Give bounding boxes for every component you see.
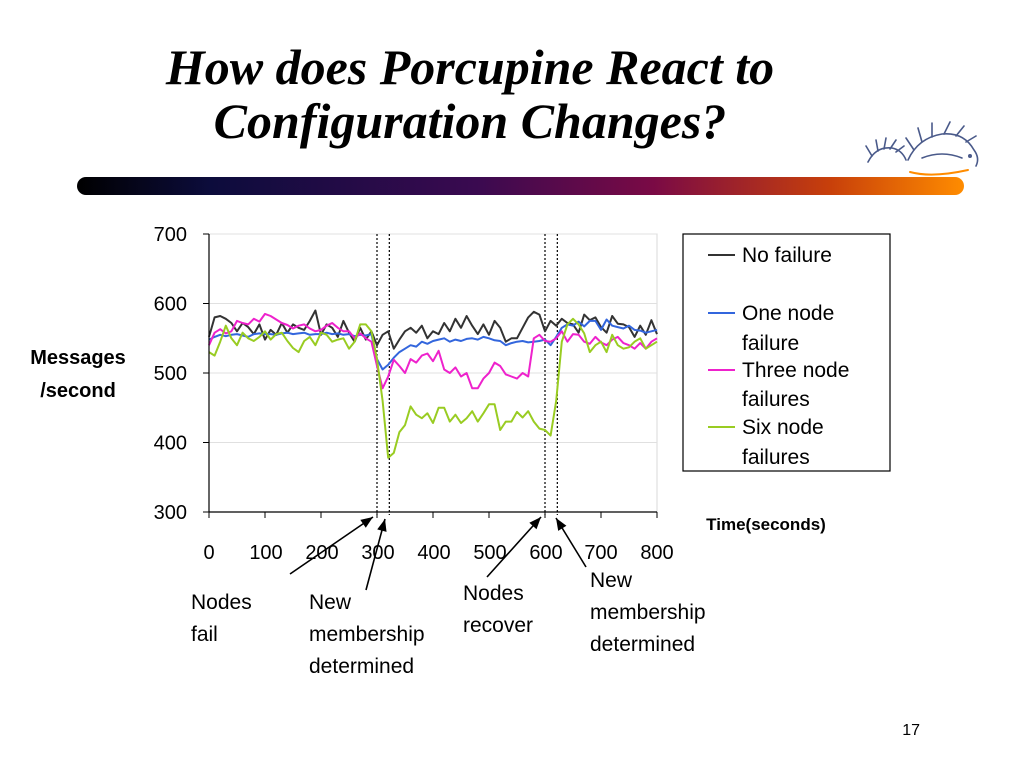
series-line-1 [208,309,658,350]
x-axis-label: Time(seconds) [706,515,826,534]
x-tick-label: 0 [203,542,214,564]
annotation-arrow-2 [365,518,386,591]
annotation-nodes-fail: Nodes fail [191,591,252,646]
y-tick-label: 400 [154,433,187,455]
annotation-new-membership-1: New membership determined [309,591,425,678]
legend-label-1: No failure [742,244,832,267]
x-tick-label: 100 [249,542,282,564]
annotation-nodes-recover: Nodes recover [463,582,534,637]
legend-box [682,233,891,472]
title-divider-bar [77,177,964,195]
annotation-arrowhead-1 [360,517,373,528]
legend-label-3: Three node [742,359,849,382]
y-tick-label: 500 [154,363,187,385]
chart-grid [208,233,658,513]
page-number: 17 [902,722,920,739]
annotation-arrows [289,516,587,591]
slide-title-line-2: Configuration Changes? [213,93,727,149]
y-axis-label-line-1: Messages [30,347,126,369]
x-tick-label: 300 [361,542,394,564]
series-line-4 [208,317,658,459]
annotation-arrowhead-2 [377,519,387,532]
y-axis-label-line-2: /second [40,380,116,402]
annotation-arrowhead-4 [556,518,567,531]
annotation-arrow-1 [289,516,374,575]
legend-label-4: Six node [742,416,824,439]
porcupine-logo-icon [865,121,979,176]
series-line-3 [208,312,658,390]
x-tick-label: 500 [473,542,506,564]
chart-series [208,309,658,459]
y-tick-label: 600 [154,294,187,316]
legend-label-2: failure [742,332,799,355]
annotation-arrowhead-3 [529,517,541,530]
y-tick-label: 300 [154,502,187,524]
x-tick-label: 400 [417,542,450,564]
series-line-2 [208,318,658,371]
x-tick-label: 600 [529,542,562,564]
x-tick-label: 700 [584,542,617,564]
annotation-arrow-3 [486,516,542,578]
legend-label-4: failures [742,446,810,469]
legend-label-3: failures [742,388,810,411]
chart-legend: No failure One node failure Three node failu… [682,233,891,472]
slide-title-line-1: How does Porcupine React to [165,39,775,95]
annotation-new-membership-2: New membership determined [590,569,706,656]
slide-title: How does Porcupine React to Configuratio… [0,40,940,148]
y-tick-label: 700 [154,224,187,246]
legend-label-2: One node [742,302,834,325]
x-tick-label: 800 [640,542,673,564]
